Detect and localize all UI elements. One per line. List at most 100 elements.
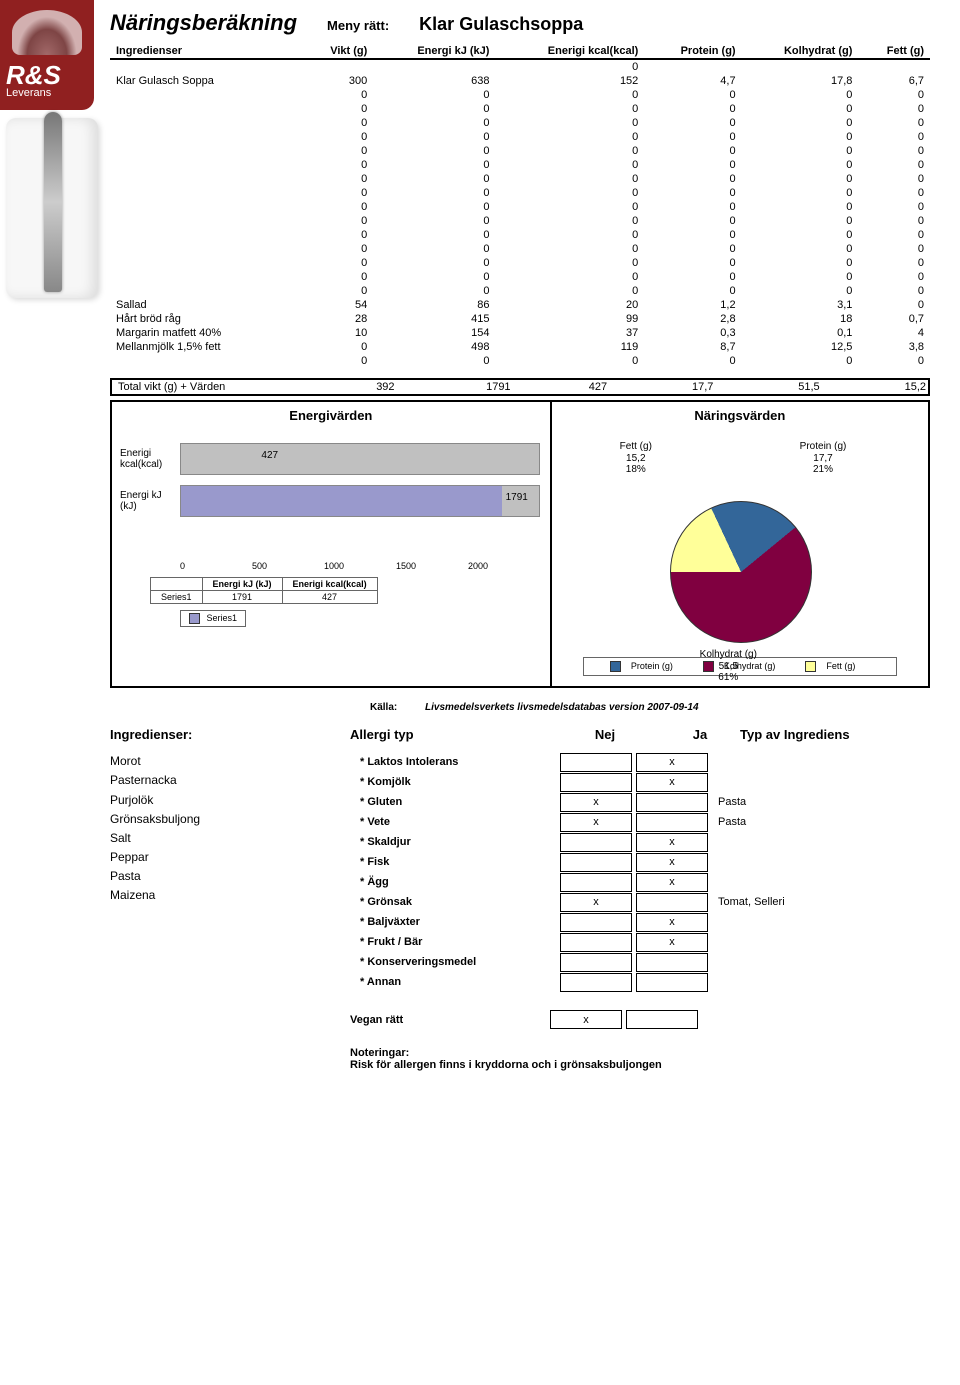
- allergy-ja: x: [636, 753, 708, 772]
- dish-name: Klar Gulaschsoppa: [419, 14, 583, 35]
- table-cell: 0: [742, 158, 859, 172]
- table-cell: 0,3: [644, 326, 741, 340]
- table-cell: 0: [644, 256, 741, 270]
- table-cell: 0: [644, 270, 741, 284]
- vegan-label: Vegan rätt: [350, 1014, 550, 1026]
- table-row: 000000: [110, 158, 930, 172]
- table-cell: [110, 158, 302, 172]
- table-cell: [302, 59, 373, 74]
- table-cell: 498: [373, 340, 495, 354]
- vegan-row: Vegan rätt x: [350, 1010, 930, 1029]
- table-cell: 0: [373, 242, 495, 256]
- table-cell: 0: [644, 242, 741, 256]
- bar-track: 1791: [180, 485, 540, 517]
- table-cell: 0: [302, 88, 373, 102]
- table-cell: 0: [302, 144, 373, 158]
- page-root: R&S Leverans Näringsberäkning Meny rätt:…: [0, 0, 960, 1385]
- table-row: Mellanmjölk 1,5% fett04981198,712,53,8: [110, 340, 930, 354]
- table-row: 000000: [110, 130, 930, 144]
- table-cell: 0: [644, 200, 741, 214]
- ingredients-list: MorotPasternackaPurjolökGrönsaksbuljongS…: [110, 752, 350, 992]
- table-cell: 0: [373, 214, 495, 228]
- table-cell: 0: [742, 228, 859, 242]
- pie-label-kolhydrat: Kolhydrat (g) 51,5 61%: [700, 649, 757, 684]
- allergy-nej: [560, 953, 632, 972]
- table-cell: 1,2: [644, 298, 741, 312]
- col-header: Ingredienser: [110, 44, 302, 59]
- logo-badge: R&S Leverans: [0, 0, 94, 110]
- axis-tick: 0: [180, 561, 252, 571]
- table-row: Sallad5486201,23,10: [110, 298, 930, 312]
- table-cell: 0: [858, 116, 930, 130]
- bar-track: 427: [180, 443, 540, 475]
- table-cell: 0: [644, 228, 741, 242]
- table-cell: 0: [858, 298, 930, 312]
- allergy-ja: x: [636, 833, 708, 852]
- table-cell: [110, 354, 302, 368]
- table-cell: 0: [644, 144, 741, 158]
- table-cell: [110, 116, 302, 130]
- pie-protein-pct: 21%: [813, 464, 833, 475]
- pie-legend-swatch: [805, 661, 816, 672]
- table-row: 000000: [110, 186, 930, 200]
- mini-td: Series1: [151, 591, 203, 604]
- bar-row: Energi kJ (kJ)1791: [120, 483, 540, 519]
- table-cell: 0: [302, 214, 373, 228]
- table-cell: 0: [495, 116, 644, 130]
- allergy-row: * Skaldjurx: [360, 832, 888, 852]
- table-cell: [110, 270, 302, 284]
- allergy-typ: Tomat, Selleri: [712, 896, 888, 908]
- table-cell: 0: [858, 158, 930, 172]
- total-cell: 15,2: [826, 380, 932, 394]
- table-cell: 0: [373, 130, 495, 144]
- table-cell: 0: [742, 284, 859, 298]
- allergy-ja: [636, 973, 708, 992]
- source-text: Livsmedelsverkets livsmedelsdatabas vers…: [425, 702, 699, 713]
- table-cell: 0: [302, 172, 373, 186]
- allergy-row: * Äggx: [360, 872, 888, 892]
- table-cell: 0: [644, 102, 741, 116]
- pie-kol-val: 51,5: [719, 661, 738, 672]
- table-cell: 0: [495, 242, 644, 256]
- bar-value: 427: [261, 450, 278, 461]
- table-cell: 0: [302, 158, 373, 172]
- total-cell: 17,7: [613, 380, 719, 394]
- table-cell: 0: [742, 200, 859, 214]
- allergy-name: * Vete: [360, 816, 560, 828]
- mini-td: 427: [282, 591, 377, 604]
- table-row: 000000: [110, 354, 930, 368]
- logo-small: Leverans: [6, 87, 51, 99]
- table-cell: 20: [495, 298, 644, 312]
- table-cell: Hårt bröd råg: [110, 312, 302, 326]
- table-cell: 0: [858, 228, 930, 242]
- table-cell: [110, 242, 302, 256]
- table-cell: 99: [495, 312, 644, 326]
- table-cell: 0: [495, 214, 644, 228]
- table-cell: 0: [858, 214, 930, 228]
- allergy-name: * Konserveringsmedel: [360, 956, 560, 968]
- table-row: 000000: [110, 256, 930, 270]
- allergy-name: * Gluten: [360, 796, 560, 808]
- table-cell: 0: [373, 88, 495, 102]
- table-cell: 18: [742, 312, 859, 326]
- table-cell: 0: [302, 228, 373, 242]
- total-cell: 427: [517, 380, 614, 394]
- ingredient-item: Maizena: [110, 886, 350, 905]
- table-cell: 0: [858, 130, 930, 144]
- allergy-typ: Pasta: [712, 816, 888, 828]
- table-cell: 152: [495, 74, 644, 88]
- table-cell: 0: [495, 158, 644, 172]
- allergy-nej: [560, 913, 632, 932]
- table-cell: [373, 59, 495, 74]
- vegan-nej: x: [550, 1010, 622, 1029]
- table-cell: 0: [495, 88, 644, 102]
- table-cell: [110, 59, 302, 74]
- table-cell: [858, 59, 930, 74]
- allergy-row: * VetexPasta: [360, 812, 888, 832]
- table-cell: 0: [373, 144, 495, 158]
- table-row: 000000: [110, 102, 930, 116]
- table-cell: 28: [302, 312, 373, 326]
- table-cell: 0: [858, 172, 930, 186]
- table-cell: 0: [302, 242, 373, 256]
- allergy-name: * Laktos Intolerans: [360, 756, 560, 768]
